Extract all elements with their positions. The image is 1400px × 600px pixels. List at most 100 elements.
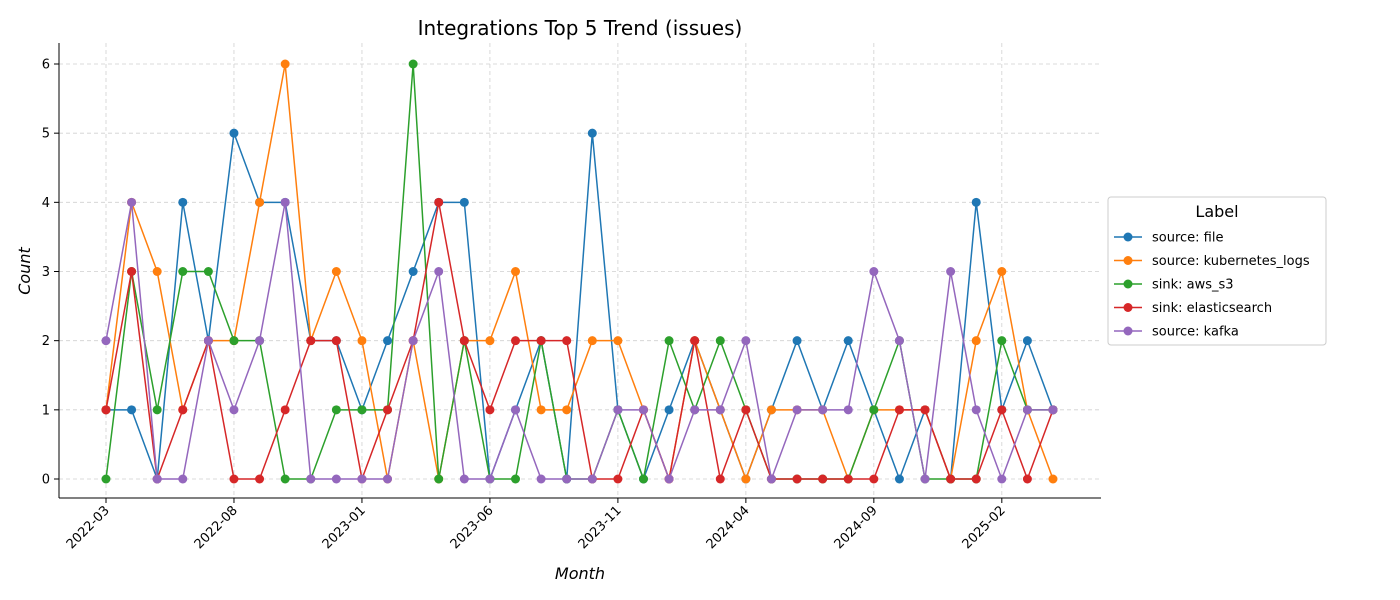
data-point (229, 474, 239, 484)
data-point (587, 336, 597, 346)
data-point (357, 405, 367, 415)
data-point (562, 336, 572, 346)
x-tick-label: 2024-04 (704, 503, 753, 552)
legend-label: sink: aws_s3 (1152, 278, 1234, 293)
x-tick-label: 2025-02 (960, 503, 1009, 552)
legend-title: Label (1195, 202, 1238, 221)
data-point (127, 197, 137, 207)
data-point (203, 336, 213, 346)
data-point (613, 405, 623, 415)
data-point (741, 474, 751, 484)
data-point (511, 336, 521, 346)
data-point (408, 267, 418, 276)
data-point (946, 267, 956, 276)
y-tick-label: 4 (42, 196, 50, 211)
data-point (152, 267, 162, 276)
data-point (383, 474, 393, 484)
data-point (894, 474, 904, 484)
grid (59, 43, 1101, 498)
legend-item: sink: aws_s3 (1114, 278, 1234, 293)
data-point (920, 474, 930, 484)
data-point (178, 474, 188, 484)
data-point (511, 267, 521, 276)
data-point (459, 336, 469, 346)
x-tick-label: 2023-11 (576, 503, 625, 552)
data-point (638, 474, 648, 484)
legend-swatch-marker (1123, 279, 1133, 289)
y-tick-label: 6 (42, 58, 50, 73)
data-point (331, 405, 341, 415)
data-point (383, 336, 393, 346)
data-point (946, 474, 956, 484)
data-point (306, 474, 316, 484)
data-point (818, 474, 828, 484)
data-point (229, 128, 239, 138)
data-point (434, 474, 444, 484)
x-tick-label: 2023-01 (320, 503, 369, 552)
y-tick-label: 5 (42, 127, 50, 142)
x-tick-label: 2022-03 (64, 503, 113, 552)
data-point (869, 267, 879, 276)
legend-label: source: kubernetes_logs (1152, 254, 1310, 269)
data-point (178, 405, 188, 415)
data-point (997, 474, 1007, 484)
data-point (664, 336, 674, 346)
data-point (741, 336, 751, 346)
data-point (511, 405, 521, 415)
legend-swatch-marker (1123, 303, 1133, 312)
data-point (818, 405, 828, 415)
data-point (434, 267, 444, 276)
data-point (715, 474, 725, 484)
data-point (613, 336, 623, 346)
y-tick-label: 1 (42, 403, 50, 418)
data-point (306, 336, 316, 346)
data-point (741, 405, 751, 415)
data-point (562, 405, 572, 415)
x-tick-label: 2022-08 (192, 503, 241, 552)
data-point (280, 474, 290, 484)
data-point (792, 336, 802, 346)
data-point (843, 336, 853, 346)
data-point (997, 405, 1007, 415)
data-point (971, 336, 981, 346)
data-point (690, 336, 700, 346)
data-point (331, 267, 341, 276)
data-point (664, 474, 674, 484)
data-point (869, 405, 879, 415)
legend-item: source: file (1114, 231, 1223, 246)
data-point (690, 405, 700, 415)
data-point (459, 197, 469, 207)
data-point (152, 474, 162, 484)
legend-label: sink: elasticsearch (1152, 301, 1272, 316)
data-point (1022, 405, 1032, 415)
series-line (105, 201, 1053, 480)
series-line (105, 201, 1054, 480)
data-point (280, 405, 290, 415)
data-point (843, 405, 853, 415)
legend: Label source: file source: kubernetes_logs… (1107, 196, 1327, 346)
data-point (766, 405, 776, 415)
data-point (383, 405, 393, 415)
data-point (357, 336, 367, 346)
legend-label: source: kafka (1152, 325, 1239, 340)
data-point (536, 474, 546, 484)
data-point (203, 267, 213, 276)
data-point (459, 474, 469, 484)
y-axis-label: Count (15, 247, 34, 295)
legend-item: sink: elasticsearch (1114, 301, 1272, 316)
data-point (843, 474, 853, 484)
series-line (106, 132, 1054, 480)
x-tick-label: 2023-06 (448, 503, 497, 552)
x-tick-label: 2024-09 (832, 503, 881, 552)
data-point (715, 405, 725, 415)
legend-label: source: file (1152, 231, 1223, 246)
data-point (434, 197, 444, 207)
chart-title: Integrations Top 5 Trend (issues) (418, 16, 743, 40)
data-point (894, 405, 904, 415)
data-point (229, 336, 239, 346)
data-point (331, 336, 341, 346)
series-5 (101, 197, 1058, 484)
data-point (664, 405, 674, 415)
data-point (971, 405, 981, 415)
